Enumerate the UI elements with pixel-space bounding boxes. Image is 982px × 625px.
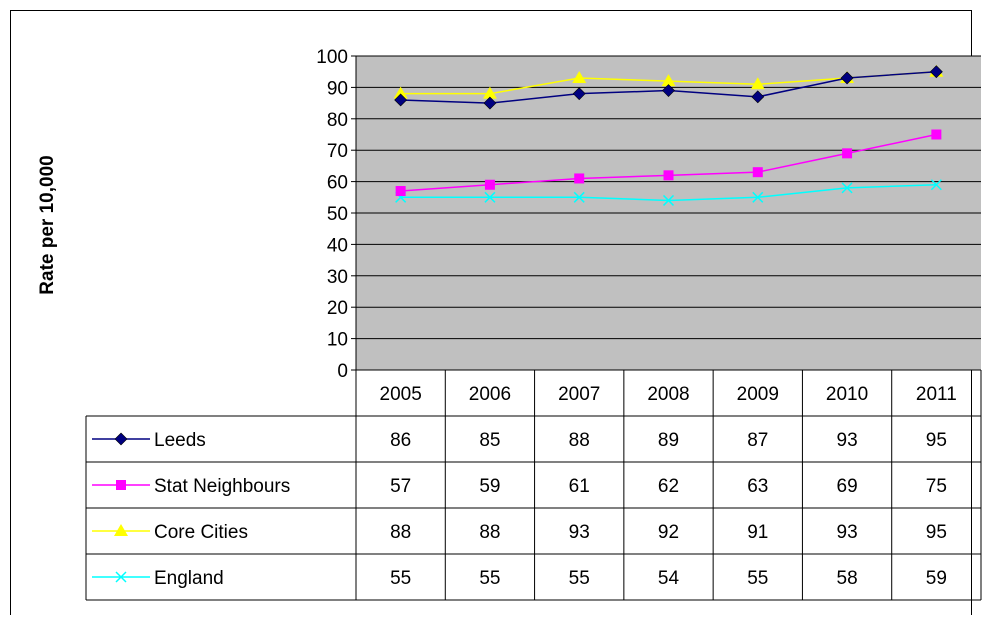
table-value: 55 (569, 568, 590, 589)
data-point (751, 90, 765, 104)
data-point (663, 170, 674, 181)
data-point (395, 186, 406, 197)
table-value: 91 (747, 522, 768, 543)
x-tick-label: 2008 (647, 384, 689, 405)
legend-series-name: Core Cities (154, 522, 248, 543)
data-point (484, 191, 496, 203)
table-value: 62 (658, 476, 679, 497)
table-value: 95 (926, 430, 947, 451)
data-point (662, 84, 675, 97)
data-point (394, 93, 408, 107)
data-point (752, 167, 763, 178)
x-tick-label: 2005 (380, 384, 422, 405)
data-point (661, 74, 676, 87)
legend-key-marker (114, 524, 128, 536)
y-tick-label: 0 (337, 361, 348, 382)
table-value: 55 (479, 568, 500, 589)
data-point (842, 148, 853, 159)
legend-key-marker (115, 571, 127, 583)
table-value: 75 (926, 476, 947, 497)
table-value: 88 (569, 430, 590, 451)
y-tick-label: 80 (327, 110, 348, 131)
table-value: 95 (926, 522, 947, 543)
table-value: 86 (390, 430, 411, 451)
table-value: 88 (479, 522, 500, 543)
data-point (572, 87, 586, 101)
table-value: 93 (569, 522, 590, 543)
table-value: 59 (479, 476, 500, 497)
data-point (484, 179, 495, 190)
table-value: 88 (390, 522, 411, 543)
legend-series-name: Leeds (154, 430, 206, 451)
y-tick-label: 10 (327, 330, 348, 351)
table-value: 69 (837, 476, 858, 497)
data-point (483, 96, 497, 110)
y-tick-label: 40 (327, 235, 348, 256)
legend-key-marker (114, 432, 128, 446)
y-tick-label: 90 (327, 78, 348, 99)
table-value: 57 (390, 476, 411, 497)
table-value: 93 (837, 430, 858, 451)
table-value: 85 (479, 430, 500, 451)
table-value: 59 (926, 568, 947, 589)
y-tick-label: 100 (316, 47, 348, 68)
data-point (930, 179, 942, 191)
data-point (573, 191, 585, 203)
data-point (393, 86, 408, 99)
data-point (574, 173, 585, 184)
table-value: 93 (837, 522, 858, 543)
data-point (931, 129, 942, 140)
data-point (840, 71, 854, 85)
table-value: 87 (747, 430, 768, 451)
table-value: 54 (658, 568, 680, 589)
y-tick-label: 30 (327, 267, 348, 288)
table-value: 58 (837, 568, 858, 589)
data-point (482, 86, 497, 99)
legend-series-name: England (154, 568, 224, 589)
y-tick-label: 20 (327, 298, 348, 319)
table-value: 92 (658, 522, 679, 543)
table-value: 89 (658, 430, 679, 451)
x-tick-label: 2011 (916, 384, 957, 405)
y-tick-label: 60 (327, 173, 348, 194)
data-point (752, 191, 764, 203)
x-tick-label: 2007 (558, 384, 600, 405)
x-tick-label: 2006 (469, 384, 511, 405)
data-point (750, 77, 765, 90)
table-value: 61 (569, 476, 590, 497)
legend-key-marker (116, 480, 126, 490)
y-tick-label: 70 (327, 141, 348, 162)
data-point (929, 65, 943, 79)
table-value: 63 (747, 476, 768, 497)
data-point (841, 182, 853, 194)
x-tick-label: 2010 (826, 384, 868, 405)
data-point (572, 70, 587, 83)
legend-series-name: Stat Neighbours (154, 476, 290, 497)
data-point (662, 194, 675, 206)
x-tick-label: 2009 (737, 384, 779, 405)
table-value: 55 (747, 568, 768, 589)
table-value: 55 (390, 568, 411, 589)
y-tick-label: 50 (327, 204, 348, 225)
